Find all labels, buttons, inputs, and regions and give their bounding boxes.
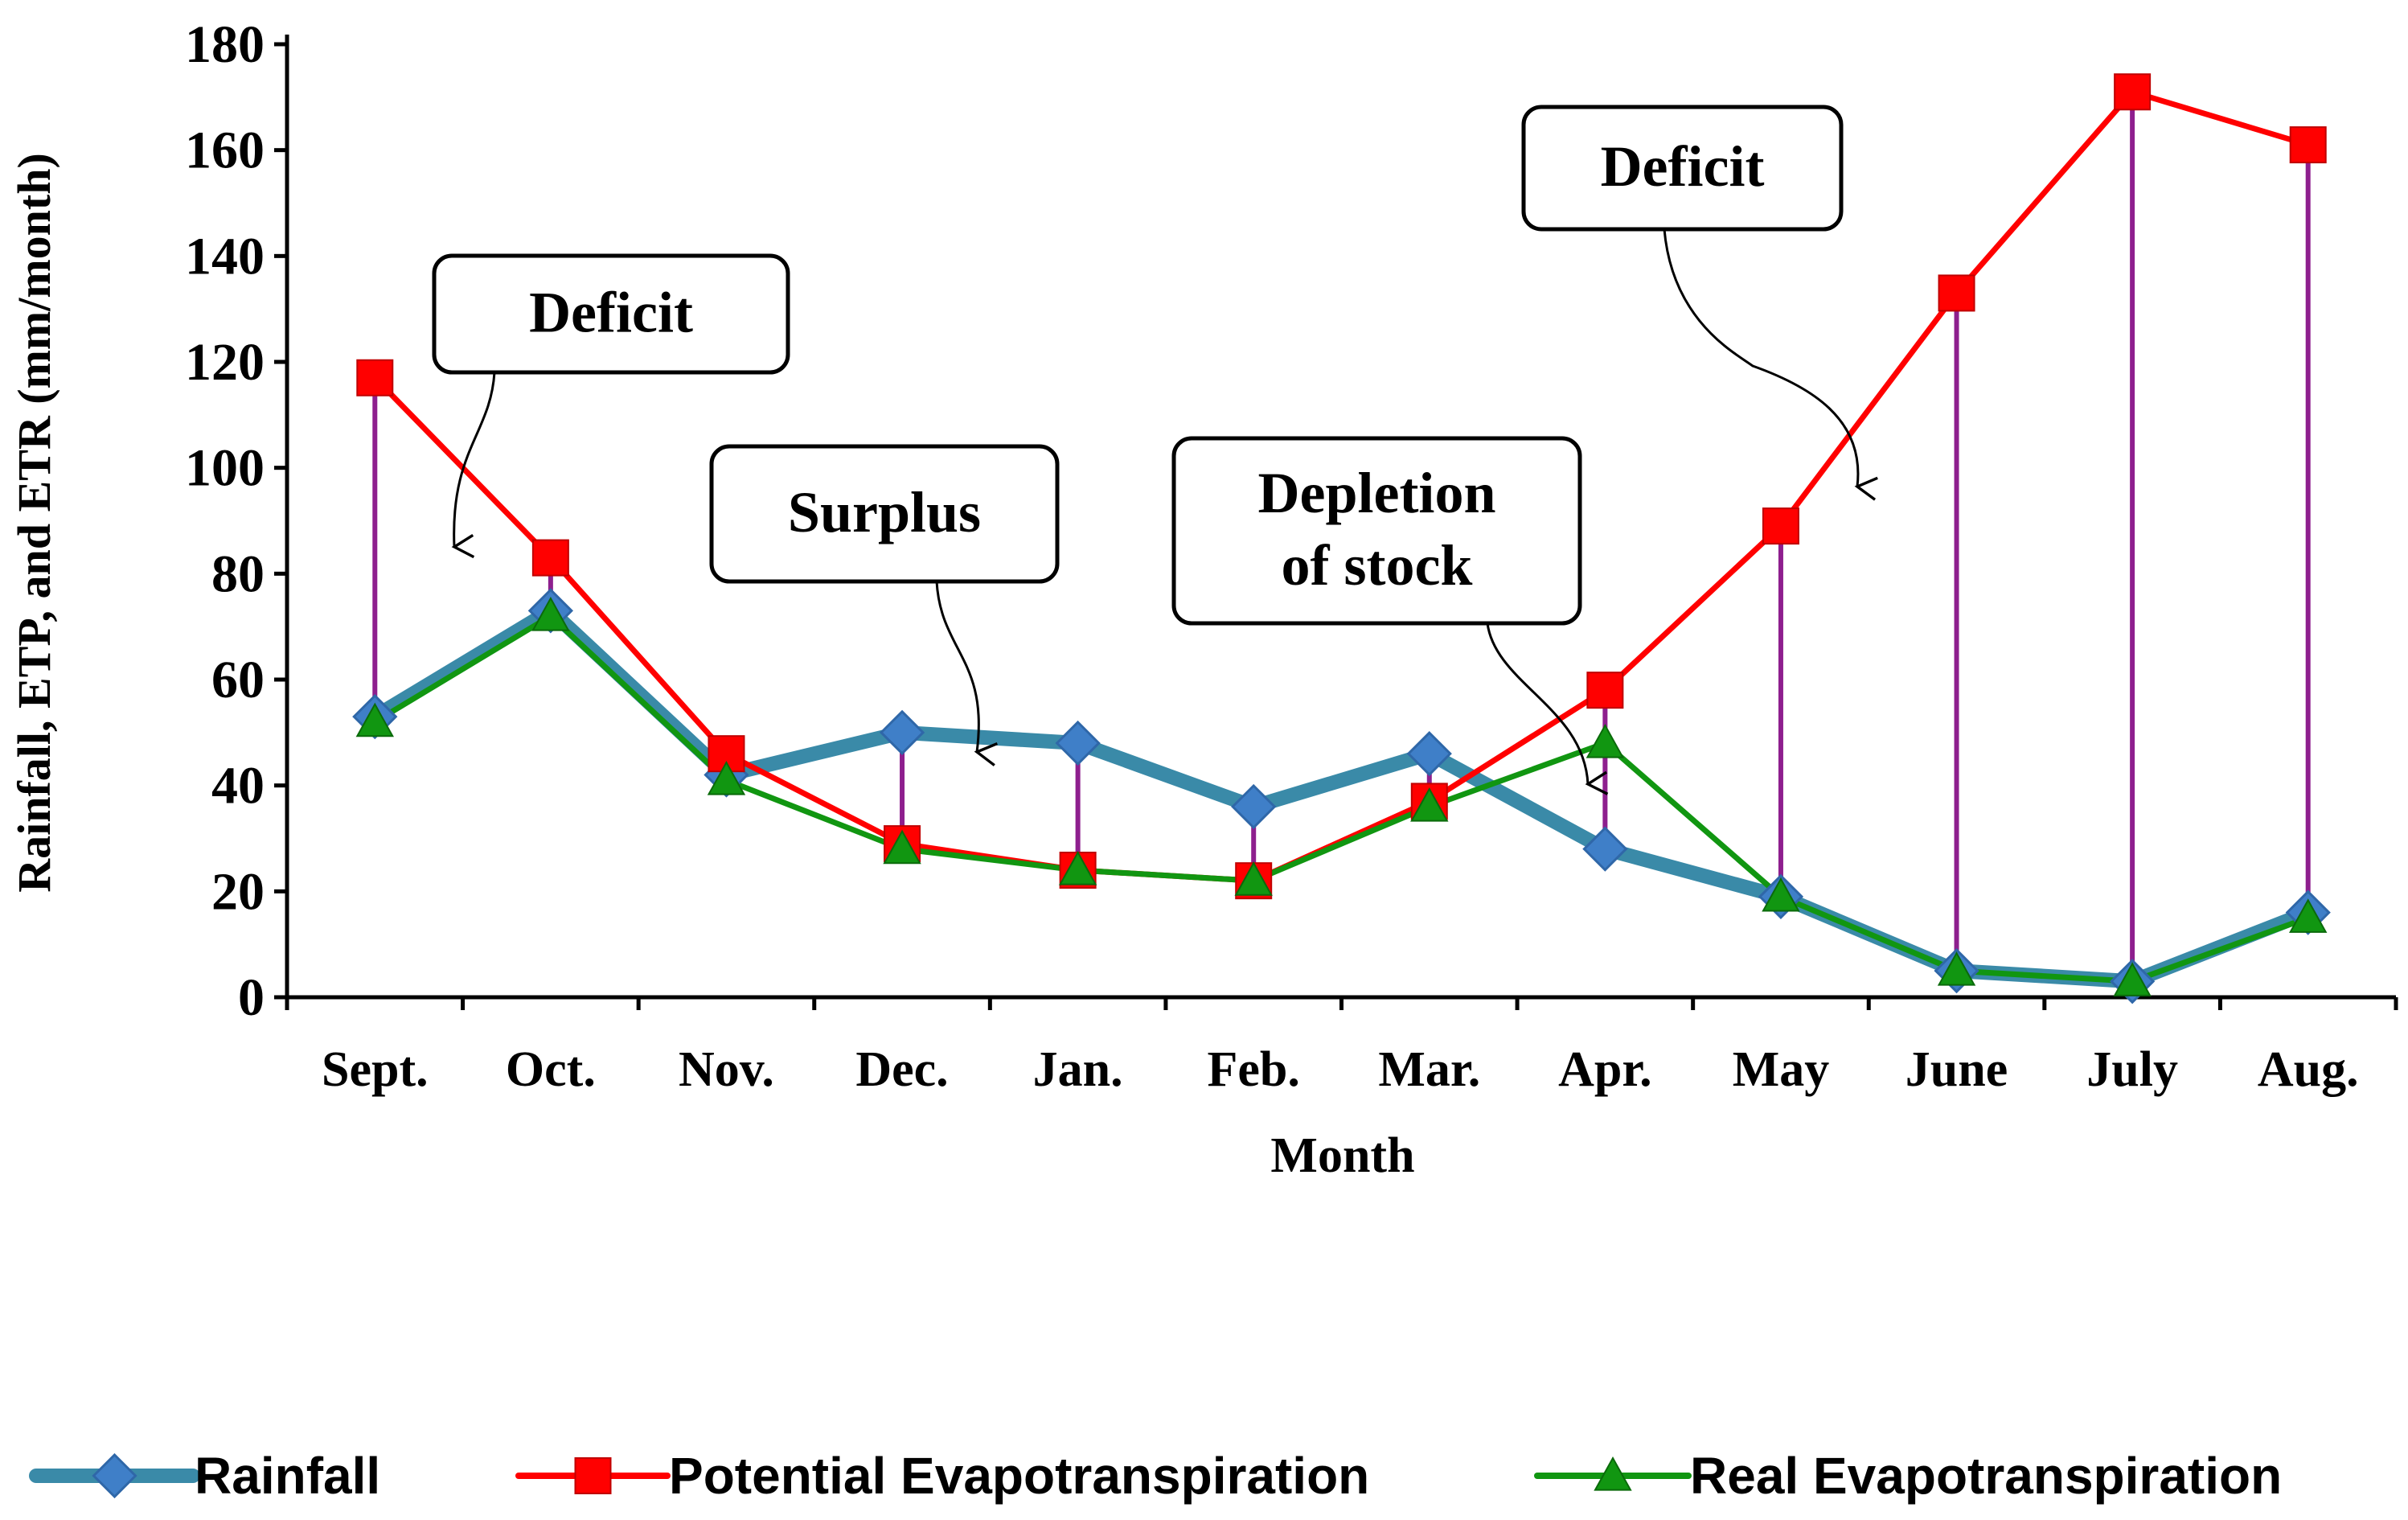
callout-box [1171, 436, 1582, 626]
etr-point [1586, 723, 1625, 758]
annotation-depletion: Depletion of stock [1171, 436, 1588, 784]
callout-arrow [1663, 228, 1858, 487]
etp-point [531, 539, 569, 577]
legend-label: Rainfall [195, 1447, 380, 1505]
y-tick-label: 120 [185, 333, 265, 392]
legend-item-2: Real Evapotranspiration [1534, 1447, 2282, 1505]
etp-point [2289, 126, 2327, 164]
etp-point [1586, 672, 1624, 709]
y-tick-label: 160 [185, 121, 265, 180]
x-axis-label: Month [1270, 1128, 1414, 1183]
etr-point [2289, 898, 2328, 933]
etr-point [2113, 962, 2152, 996]
annotation-layer: Deficit Surplus Depletion of stock Deficit [432, 105, 1858, 784]
y-axis-label: Rainfall, ETP, and ETR (mm/month) [8, 153, 60, 893]
x-tick-label: Aug. [2258, 1042, 2359, 1097]
y-tick-label: 180 [185, 15, 265, 74]
x-tick-label: Mar. [1378, 1042, 1480, 1097]
callout-arrow [454, 372, 496, 547]
etp-point [708, 735, 745, 773]
etr-point [1234, 861, 1273, 896]
y-tick-label: 20 [211, 862, 265, 921]
x-tick-label: Apr. [1558, 1042, 1652, 1097]
y-tick-label: 40 [211, 757, 265, 815]
etr-point [1594, 1456, 1632, 1491]
etr-point [1410, 787, 1449, 822]
legend-label: Real Evapotranspiration [1690, 1447, 2282, 1505]
y-tick-label: 60 [211, 651, 265, 709]
x-tick-label: May [1733, 1042, 1830, 1097]
etp-point [1762, 507, 1799, 545]
callout-arrow [935, 581, 978, 752]
y-tick-label: 100 [185, 439, 265, 498]
x-tick-label: Feb. [1208, 1042, 1300, 1097]
axes: 0 20 40 60 80 100 120 140 160 180 Sept. Oct. Nov. Dec… [185, 15, 2398, 1097]
callout-label: of stock [1282, 533, 1473, 598]
etr-point [355, 702, 394, 737]
etp-point [1938, 274, 1975, 312]
annotation-surplus: Surplus [709, 444, 1060, 752]
rainfall-line [367, 603, 2316, 989]
legend-item-1: Potential Evapotranspiration [515, 1447, 1369, 1505]
etr-point [1937, 951, 1976, 986]
etr-point [883, 829, 921, 865]
callout-label: Deficit [1601, 134, 1765, 199]
rainfall-point [1582, 826, 1628, 872]
etp-point [2114, 73, 2152, 111]
callout-box [432, 253, 790, 375]
annotation-deficit-2: Deficit [1521, 105, 1858, 487]
etr-point [531, 596, 570, 631]
x-tick-label: Jan. [1033, 1042, 1123, 1097]
annotation-deficit-1: Deficit [432, 253, 790, 547]
rainfall-point [1055, 720, 1101, 766]
x-tick-label: July [2086, 1042, 2178, 1097]
callout-label: Surplus [788, 480, 981, 544]
x-tick-label: Oct. [506, 1042, 596, 1097]
y-tick-label: 140 [185, 227, 265, 286]
legend: Rainfall Potential Evapotranspiration Real… [29, 1447, 2282, 1505]
y-tick-label: 80 [211, 544, 265, 603]
x-tick-label: Sept. [322, 1042, 429, 1097]
y-tick-label: 0 [238, 968, 265, 1027]
rainfall-point [879, 709, 925, 755]
etp-point [574, 1457, 612, 1494]
callout-box [709, 444, 1060, 584]
rainfall-point [92, 1452, 137, 1499]
x-tick-label: Dec. [855, 1042, 948, 1097]
etr-line [371, 613, 2312, 984]
difference-lines [372, 92, 2311, 982]
x-tick-label: June [1905, 1042, 2008, 1097]
series-layer [352, 73, 2331, 1004]
etr-point [707, 761, 746, 795]
etp-point [356, 359, 394, 396]
legend-item-0: Rainfall [29, 1447, 380, 1505]
callout-box [1521, 105, 1844, 232]
callout-arrow [1486, 622, 1588, 784]
x-tick-label: Nov. [679, 1042, 774, 1097]
rainfall-point [1406, 731, 1452, 777]
rainfall-point [1231, 783, 1277, 830]
etr-point [1058, 850, 1097, 885]
legend-label: Potential Evapotranspiration [669, 1447, 1369, 1505]
callout-label: Deficit [529, 281, 693, 345]
callout-label: Depletion [1258, 461, 1496, 525]
etr-point [1762, 877, 1800, 912]
